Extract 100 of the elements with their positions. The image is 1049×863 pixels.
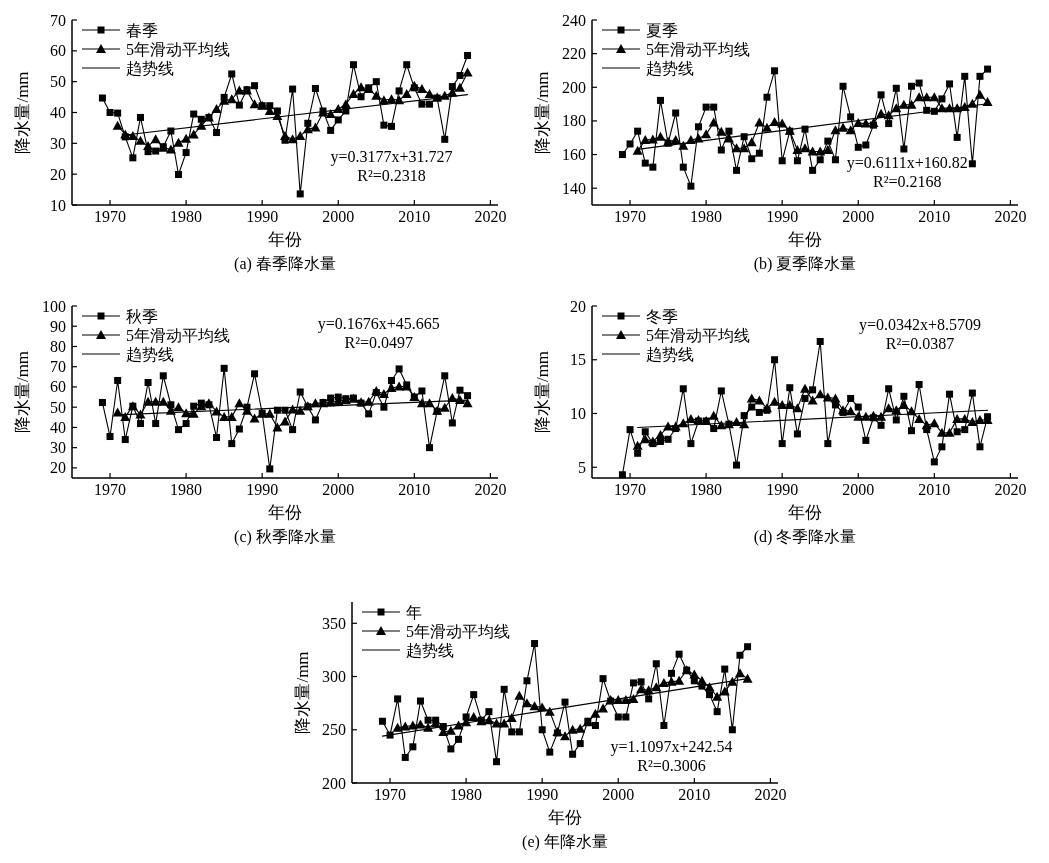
y-axis-title: 降水量/mm (12, 71, 32, 154)
y-tick-label: 20 (570, 297, 586, 315)
y-tick-label: 100 (42, 297, 66, 315)
x-tick-label: 1980 (690, 481, 723, 498)
y-axis-title: 降水量/mm (532, 350, 552, 434)
text: (a) 春季降水量 (234, 255, 336, 273)
annotation: y=0.0342x+8.5709 (859, 316, 982, 335)
y-tick-label: 200 (322, 774, 346, 792)
y-tick-label: 30 (50, 439, 66, 457)
x-tick-label: 1970 (94, 208, 127, 225)
y-tick-label: 40 (50, 418, 66, 436)
y-tick-label: 50 (50, 73, 66, 91)
x-tick-label: 1970 (374, 786, 407, 803)
legend-label: 冬季 (646, 307, 678, 325)
y-tick-label: 30 (50, 134, 66, 152)
y-tick-label: 180 (562, 112, 586, 130)
legend-label: 5年滑动平均线 (126, 326, 230, 344)
x-tick-label: 2010 (918, 481, 951, 498)
y-tick-label: 60 (50, 42, 66, 60)
text: (b) 夏季降水量 (753, 255, 857, 273)
x-tick-label: 2000 (842, 481, 875, 498)
annotation: y=0.3177x+31.727 (330, 148, 453, 167)
y-tick-label: 70 (50, 358, 66, 376)
x-axis-title: 年份 (548, 808, 582, 827)
legend-label: 秋季 (126, 307, 158, 325)
y-tick-label: 200 (562, 78, 586, 96)
y-tick-label: 5 (578, 458, 586, 476)
legend-label: 年 (406, 603, 422, 621)
y-tick-label: 20 (50, 459, 66, 477)
x-axis-title: 年份 (788, 503, 822, 522)
annotation: R²=0.2318 (357, 167, 426, 185)
annotation: R²=0.0497 (344, 333, 413, 351)
x-tick-label: 2010 (918, 208, 951, 225)
x-tick-label: 2000 (322, 208, 355, 225)
annotation: R²=0.0387 (885, 335, 955, 353)
x-tick-label: 2010 (678, 786, 711, 803)
y-tick-label: 300 (322, 668, 346, 686)
y-tick-label: 240 (562, 11, 586, 29)
x-tick-label: 1980 (170, 208, 203, 225)
legend-label: 趋势线 (646, 59, 694, 77)
y-tick-label: 60 (50, 378, 66, 396)
x-tick-label: 1970 (614, 481, 647, 498)
y-tick-label: 15 (570, 351, 586, 369)
x-axis-title: 年份 (788, 230, 822, 249)
legend-label: 趋势线 (406, 641, 454, 659)
x-tick-label: 2000 (842, 208, 875, 225)
x-tick-label: 1970 (614, 208, 647, 225)
legend-label: 趋势线 (646, 345, 694, 363)
legend-label: 趋势线 (126, 345, 174, 363)
annotation: y=1.1097x+242.54 (610, 738, 733, 757)
x-tick-label: 1990 (246, 208, 279, 225)
text: (c) 秋季降水量 (234, 528, 336, 546)
y-tick-label: 80 (50, 337, 66, 355)
legend-label: 夏季 (646, 21, 678, 39)
y-tick-label: 40 (50, 104, 66, 121)
y-tick-label: 220 (562, 45, 586, 63)
x-tick-label: 2020 (474, 481, 507, 498)
x-tick-label: 1980 (170, 481, 203, 498)
legend-label: 趋势线 (126, 59, 174, 77)
legend-label: 5年滑动平均线 (126, 40, 230, 58)
y-tick-label: 140 (562, 179, 586, 197)
annotation: R²=0.2168 (872, 172, 942, 190)
x-tick-label: 1990 (766, 208, 799, 225)
x-tick-label: 1980 (450, 786, 483, 803)
x-tick-label: 2020 (754, 786, 787, 803)
y-axis-title: 降水量/mm (532, 71, 552, 154)
y-tick-label: 10 (570, 405, 586, 422)
y-tick-label: 160 (562, 146, 586, 164)
legend-label: 5年滑动平均线 (646, 326, 750, 344)
x-tick-label: 1990 (526, 786, 559, 803)
x-tick-label: 1980 (690, 208, 723, 225)
annotation: R²=0.3006 (637, 757, 706, 775)
x-tick-label: 2020 (474, 208, 507, 225)
x-tick-label: 2000 (322, 481, 355, 498)
text: (e) 年降水量 (522, 833, 608, 851)
x-tick-label: 1990 (246, 481, 279, 498)
y-tick-label: 90 (50, 317, 66, 335)
x-tick-label: 2000 (602, 786, 635, 803)
x-tick-label: 1990 (766, 481, 799, 498)
y-axis-title: 降水量/mm (292, 651, 312, 734)
x-tick-label: 2020 (994, 481, 1027, 498)
text: (d) 冬季降水量 (753, 528, 857, 546)
y-tick-label: 70 (50, 11, 66, 29)
legend-label: 春季 (126, 21, 158, 39)
legend-label: 5年滑动平均线 (406, 622, 510, 640)
x-tick-label: 2010 (398, 208, 431, 225)
y-axis-title: 降水量/mm (12, 350, 32, 434)
x-axis-title: 年份 (268, 230, 302, 249)
y-tick-label: 20 (50, 165, 66, 183)
y-tick-label: 250 (322, 721, 346, 739)
x-tick-label: 2010 (398, 481, 431, 498)
y-tick-label: 10 (50, 196, 66, 214)
x-tick-label: 1970 (94, 481, 127, 498)
y-tick-label: 50 (50, 398, 66, 416)
annotation: y=0.6111x+160.82 (846, 153, 968, 172)
x-tick-label: 2020 (994, 208, 1027, 225)
x-axis-title: 年份 (268, 503, 302, 522)
y-tick-label: 350 (322, 614, 346, 632)
annotation: y=0.1676x+45.665 (317, 314, 440, 333)
legend-label: 5年滑动平均线 (646, 40, 750, 58)
